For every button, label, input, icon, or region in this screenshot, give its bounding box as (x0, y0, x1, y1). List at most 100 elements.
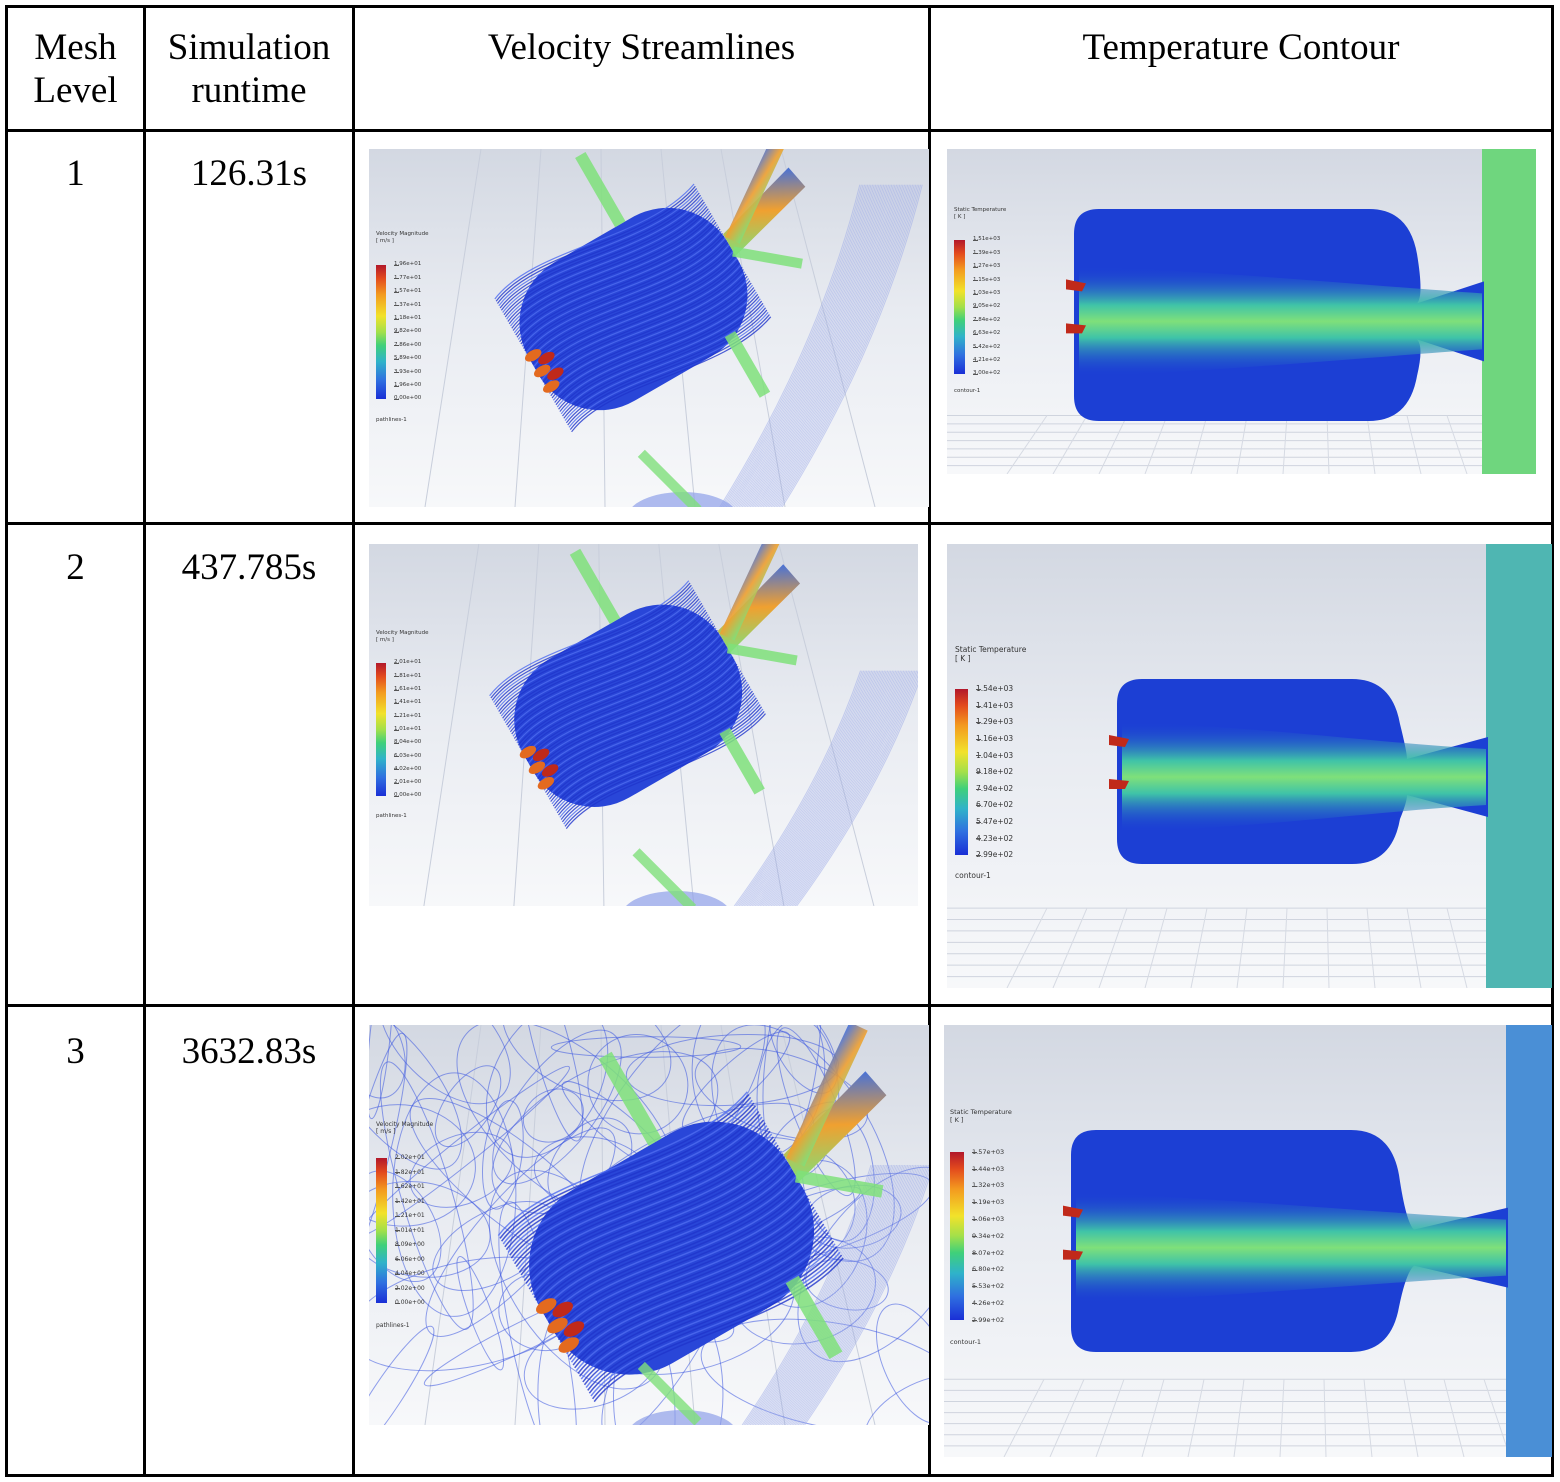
legend-tick-label: 1.21e+01 (395, 1212, 425, 1220)
legend-tick-label: 1.62e+01 (395, 1183, 425, 1191)
streamline-render (369, 1025, 929, 1425)
legend-tick-label: 1.96e+00 (394, 382, 422, 389)
legend-tick-label: 1.96e+01 (394, 261, 422, 268)
legend-color-bar (955, 689, 968, 855)
legend-footer-label: contour-1 (955, 871, 991, 880)
legend-tick-label: 5.53e+02 (972, 1282, 1005, 1291)
legend-tick-label: 1.19e+03 (972, 1198, 1005, 1207)
runtime-cell: 3632.83s (181, 1031, 317, 1072)
legend-title: Velocity Magnitude [ m/s ] (376, 630, 429, 643)
legend-tick-label: 1.04e+03 (976, 750, 1014, 760)
legend-tick-label: 0.00e+00 (394, 395, 422, 402)
legend-footer-label: contour-1 (954, 388, 981, 394)
legend-tick-label: 1.41e+01 (394, 699, 422, 706)
legend-tick-label: 1.15e+03 (973, 276, 1001, 283)
legend-color-bar (376, 1158, 387, 1303)
column-divider (928, 5, 931, 1477)
legend-tick-label: 4.23e+02 (976, 833, 1014, 843)
legend-title: Static Temperature [ K ] (950, 1108, 1012, 1124)
legend-tick-label: 1.42e+01 (395, 1197, 425, 1205)
legend-tick-label: 1.61e+01 (394, 686, 422, 693)
legend-tick-label: 7.84e+02 (973, 316, 1001, 323)
legend-title: Velocity Magnitude [ m/s ] (376, 1121, 434, 1135)
temperature-contour-image: Static Temperature [ K ] 1.51e+03 1.39e+03… (947, 149, 1536, 474)
legend-tick-label: 7.94e+02 (976, 783, 1014, 793)
temperature-color-legend: Static Temperature [ K ] 1.54e+03 1.41e+03… (955, 645, 1027, 880)
legend-tick-label: 1.18e+01 (394, 315, 422, 322)
legend-tick-label: 1.51e+03 (973, 236, 1001, 243)
legend-title: Static Temperature [ K ] (955, 645, 1027, 663)
velocity-color-legend: Velocity Magnitude [ m/s ] 2.01e+01 1.81e+… (376, 630, 429, 819)
legend-tick-label: 1.77e+01 (394, 274, 422, 281)
legend-tick-label: 1.54e+03 (976, 684, 1014, 694)
legend-tick-label: 6.80e+02 (972, 1265, 1005, 1274)
legend-tick-label: 2.01e+00 (394, 779, 422, 786)
velocity-color-legend: Velocity Magnitude [ m/s ] 1.96e+01 1.77e+… (376, 231, 429, 423)
temperature-render (947, 544, 1552, 988)
row-divider (5, 1004, 1554, 1007)
legend-tick-label: 6.06e+00 (395, 1255, 425, 1263)
legend-tick-label: 1.82e+01 (395, 1168, 425, 1176)
runtime-cell: 437.785s (181, 547, 317, 588)
legend-color-bar (950, 1152, 964, 1320)
legend-color-bar (954, 240, 965, 374)
column-divider (352, 5, 355, 1477)
mesh-level-cell: 1 (66, 153, 85, 194)
streamline-render (423, 544, 918, 906)
header-velocity-streamlines: Velocity Streamlines (487, 27, 796, 68)
legend-footer-label: pathlines-1 (376, 813, 407, 819)
temperature-contour-image: Static Temperature [ K ] 1.57e+03 1.44e+03… (944, 1025, 1552, 1457)
legend-footer-label: contour-1 (950, 1338, 982, 1346)
legend-tick-label: 9.18e+02 (976, 767, 1014, 777)
legend-tick-label: 1.37e+01 (394, 301, 422, 308)
legend-tick-label: 4.21e+02 (973, 357, 1001, 364)
temperature-contour-image: Static Temperature [ K ] 1.54e+03 1.41e+03… (947, 544, 1552, 988)
legend-title: Static Temperature [ K ] (954, 207, 1007, 220)
temperature-color-legend: Static Temperature [ K ] 1.57e+03 1.44e+03… (950, 1108, 1012, 1346)
table-border-left (5, 5, 8, 1477)
legend-tick-label: 1.03e+03 (973, 290, 1001, 297)
temperature-color-legend: Static Temperature [ K ] 1.51e+03 1.39e+03… (954, 207, 1007, 394)
legend-tick-label: 4.26e+02 (972, 1298, 1005, 1307)
velocity-streamlines-image: Velocity Magnitude [ m/s ] 2.01e+01 1.81e+… (369, 544, 918, 906)
legend-color-bar (376, 663, 386, 796)
column-divider (143, 5, 146, 1477)
legend-tick-label: 5.47e+02 (976, 816, 1014, 826)
legend-tick-label: 0.00e+00 (394, 792, 422, 799)
header-simulation-runtime: Simulation runtime (167, 27, 331, 111)
legend-tick-label: 1.27e+03 (973, 263, 1001, 270)
legend-tick-label: 4.02e+00 (394, 765, 422, 772)
header-mesh-level: Mesh Level (33, 27, 118, 111)
legend-tick-label: 2.99e+02 (972, 1315, 1005, 1324)
legend-tick-label: 1.32e+03 (972, 1181, 1005, 1190)
legend-tick-label: 9.05e+02 (973, 303, 1001, 310)
velocity-streamlines-image: Velocity Magnitude [ m/s ] 1.96e+01 1.77e+… (369, 149, 929, 507)
legend-tick-label: 1.01e+01 (394, 725, 422, 732)
legend-tick-label: 6.63e+02 (973, 330, 1001, 337)
legend-title: Velocity Magnitude [ m/s ] (376, 231, 429, 244)
runtime-cell: 126.31s (190, 153, 308, 194)
mesh-level-cell: 2 (66, 547, 85, 588)
table-border-top (5, 5, 1554, 8)
legend-tick-label: 2.02e+00 (395, 1284, 425, 1292)
legend-tick-label: 9.34e+02 (972, 1231, 1005, 1240)
legend-footer-label: pathlines-1 (376, 417, 407, 423)
legend-tick-label: 1.41e+03 (976, 700, 1014, 710)
legend-tick-label: 8.04e+00 (394, 739, 422, 746)
header-temperature-contour: Temperature Contour (1082, 27, 1400, 68)
legend-tick-label: 8.07e+02 (972, 1248, 1005, 1257)
header-divider (5, 129, 1554, 132)
legend-tick-label: 2.99e+02 (976, 850, 1014, 860)
table-border-bottom (5, 1474, 1554, 1477)
legend-tick-label: 2.02e+01 (395, 1154, 425, 1162)
row-divider (5, 522, 1554, 525)
legend-tick-label: 1.01e+01 (395, 1226, 425, 1234)
legend-tick-label: 6.70e+02 (976, 800, 1014, 810)
legend-footer-label: pathlines-1 (376, 1322, 410, 1329)
legend-tick-label: 0.00e+00 (395, 1299, 425, 1307)
legend-tick-label: 2.01e+01 (394, 659, 422, 666)
legend-tick-label: 3.00e+02 (973, 370, 1001, 377)
legend-tick-label: 3.93e+00 (394, 368, 422, 375)
legend-tick-label: 1.44e+03 (972, 1164, 1005, 1173)
